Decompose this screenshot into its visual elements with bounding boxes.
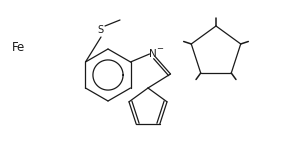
Text: S: S bbox=[97, 25, 103, 35]
Text: N: N bbox=[149, 49, 156, 59]
Text: Fe: Fe bbox=[11, 41, 25, 54]
Text: −: − bbox=[156, 45, 163, 54]
